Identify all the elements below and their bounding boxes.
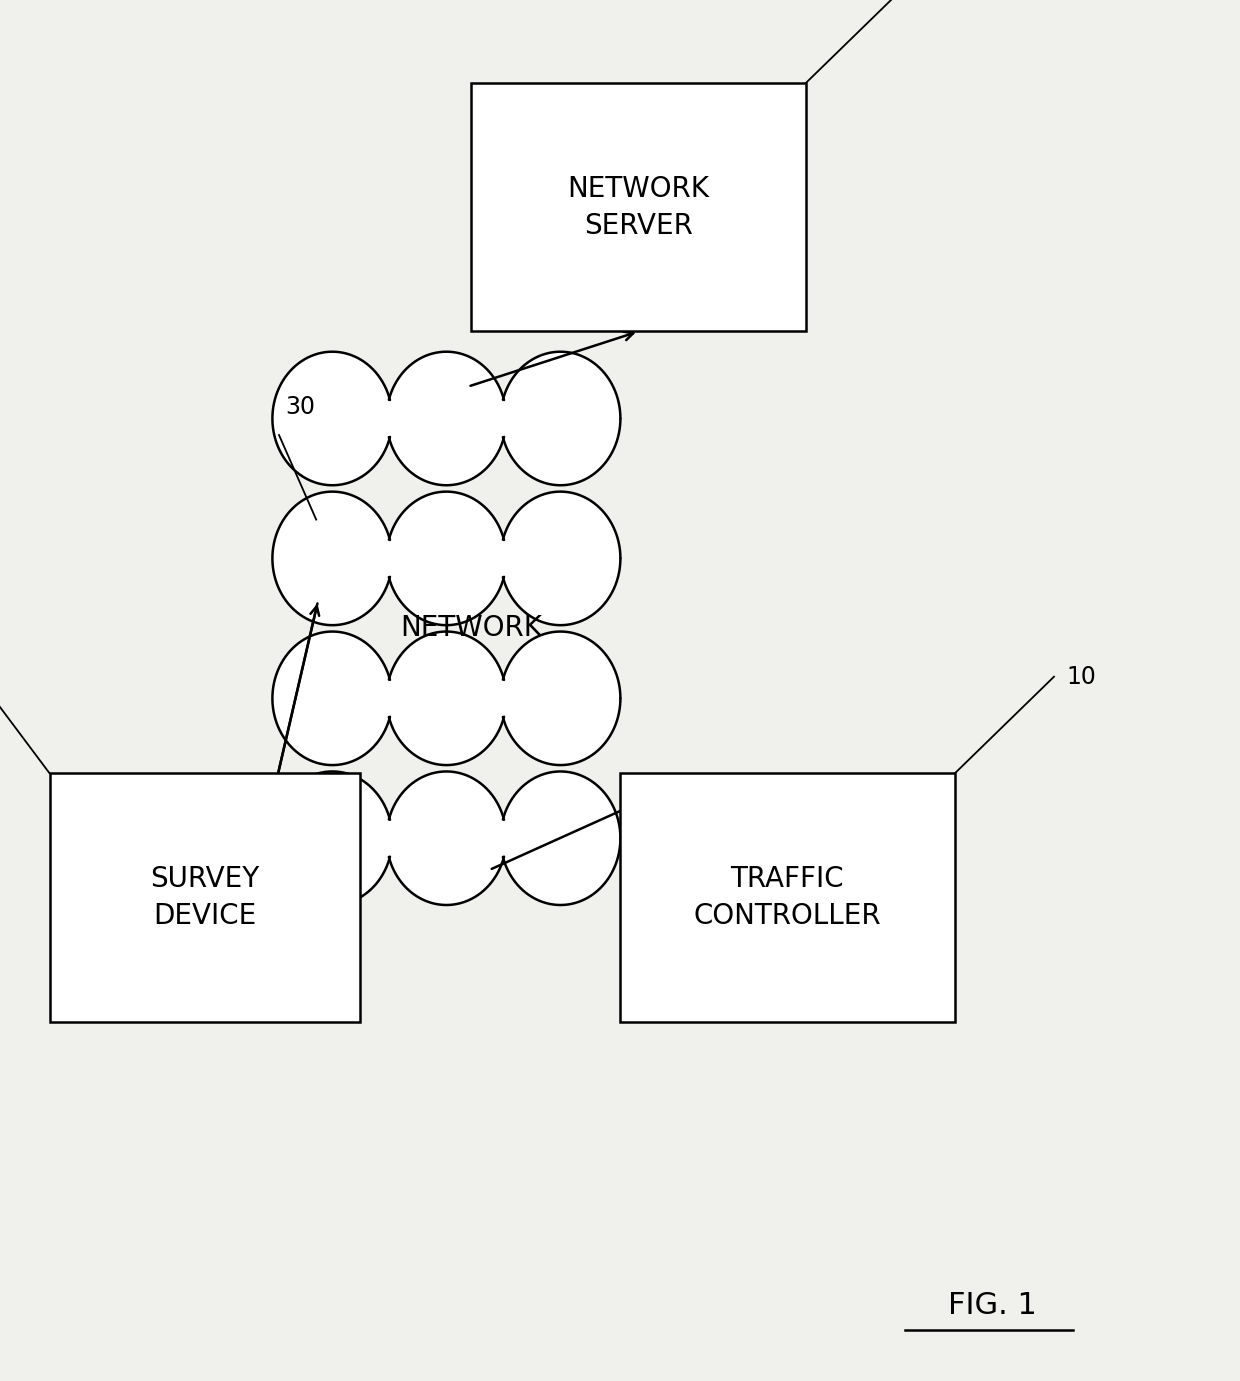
Bar bbox=[50, 773, 360, 1022]
Text: TRAFFIC
CONTROLLER: TRAFFIC CONTROLLER bbox=[693, 866, 882, 929]
Bar bbox=[471, 83, 806, 331]
Text: NETWORK
SERVER: NETWORK SERVER bbox=[568, 175, 709, 239]
Circle shape bbox=[387, 631, 506, 765]
Text: NETWORK: NETWORK bbox=[401, 615, 542, 642]
Text: SURVEY
DEVICE: SURVEY DEVICE bbox=[150, 866, 259, 929]
Circle shape bbox=[273, 772, 392, 905]
Circle shape bbox=[501, 492, 620, 626]
Circle shape bbox=[273, 352, 392, 485]
Text: 30: 30 bbox=[285, 395, 315, 420]
Circle shape bbox=[273, 492, 392, 626]
Circle shape bbox=[501, 352, 620, 485]
Text: FIG. 1: FIG. 1 bbox=[947, 1291, 1037, 1319]
Text: 10: 10 bbox=[1066, 664, 1096, 689]
Circle shape bbox=[273, 631, 392, 765]
Circle shape bbox=[387, 352, 506, 485]
Circle shape bbox=[501, 631, 620, 765]
Circle shape bbox=[501, 772, 620, 905]
Bar bbox=[620, 773, 955, 1022]
Circle shape bbox=[387, 772, 506, 905]
Circle shape bbox=[387, 492, 506, 626]
